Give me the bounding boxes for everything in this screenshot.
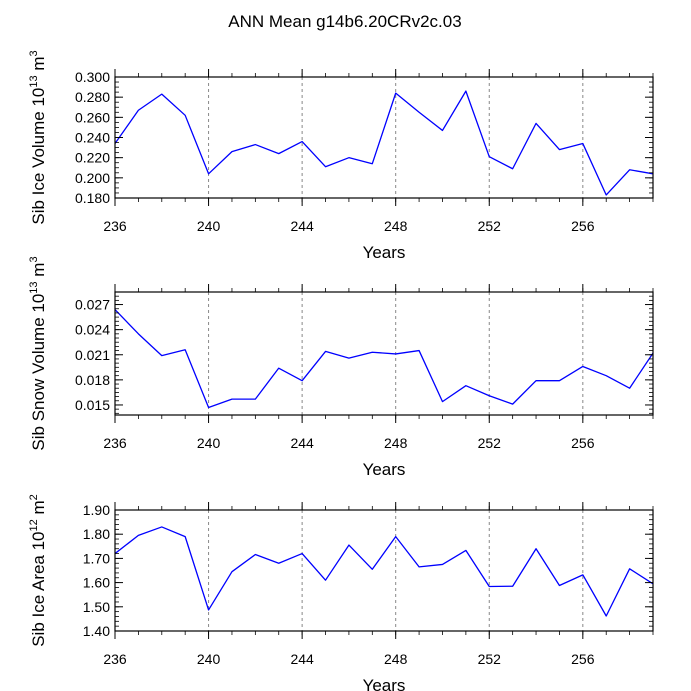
x-tick-label: 244	[290, 435, 314, 451]
panel-3: 1.40 1.50 1.60 1.70 1.80 1.90 236 240 244 248 252 2…	[28, 494, 654, 691]
plot-frame	[114, 291, 654, 416]
y-axis-label-unit: m	[29, 263, 48, 282]
x-tick-label: 240	[197, 218, 221, 234]
y-tick-label: 0.027	[75, 297, 110, 313]
y-axis-label-unit-exp: 3	[28, 50, 40, 56]
y-tick-label: 0.220	[75, 150, 110, 166]
x-axis-label: Years	[363, 460, 406, 479]
x-tick-label: 256	[571, 435, 595, 451]
y-axis-label-prefix: Sib Snow Volume 10	[29, 294, 48, 451]
x-tick-label: 240	[197, 651, 221, 667]
y-axis-label-unit: m	[29, 56, 48, 75]
x-tick-label: 248	[384, 218, 408, 234]
panel-1: 0.180 0.200 0.220 0.240 0.260 0.280 0.300 236 24…	[28, 50, 654, 262]
x-tick-label: 244	[290, 651, 314, 667]
chart-title: ANN Mean g14b6.20CRv2c.03	[228, 12, 461, 31]
series-line	[114, 309, 654, 409]
x-tick-label: 252	[478, 218, 502, 234]
x-tick-label: 248	[384, 435, 408, 451]
x-axis-label: Years	[363, 676, 406, 691]
x-tick-label: 240	[197, 435, 221, 451]
y-tick-label: 0.200	[75, 170, 110, 186]
x-tick-label: 236	[103, 218, 127, 234]
y-tick-label: 1.90	[83, 502, 110, 518]
y-axis-label-unit-exp: 2	[28, 494, 40, 500]
y-tick-label: 0.021	[75, 347, 110, 363]
y-axis-label-prefix: Sib Ice Area 10	[29, 531, 48, 646]
x-tick-label: 236	[103, 651, 127, 667]
y-tick-label: 0.015	[75, 397, 110, 413]
x-tick-label: 248	[384, 651, 408, 667]
y-axis-label-exp: 13	[28, 281, 40, 293]
y-tick-label: 0.018	[75, 372, 110, 388]
y-tick-label: 0.260	[75, 109, 110, 125]
x-tick-label: 252	[478, 435, 502, 451]
x-tick-label: 256	[571, 218, 595, 234]
y-axis-label: Sib Ice Area 1012 m2	[28, 494, 48, 647]
y-axis-label-unit: m	[29, 500, 48, 519]
y-axis-label-exp: 13	[28, 75, 40, 87]
y-tick-label: 0.024	[75, 322, 110, 338]
x-tick-label: 256	[571, 651, 595, 667]
y-tick-label: 1.40	[83, 623, 110, 639]
plot-frame	[114, 509, 654, 632]
panel-2: 0.015 0.018 0.021 0.024 0.027 236 240 244 248 252…	[28, 256, 654, 479]
y-tick-label: 1.70	[83, 550, 110, 566]
y-tick-label: 1.50	[83, 599, 110, 615]
y-tick-label: 1.60	[83, 575, 110, 591]
y-tick-label: 0.180	[75, 190, 110, 206]
x-tick-label: 252	[478, 651, 502, 667]
y-axis-label-unit-exp: 3	[28, 256, 40, 262]
y-axis-label: Sib Ice Volume 1013 m3	[28, 50, 48, 224]
y-axis-label-prefix: Sib Ice Volume 10	[29, 88, 48, 225]
series-line	[114, 526, 654, 617]
y-axis-label: Sib Snow Volume 1013 m3	[28, 256, 48, 450]
x-axis-label: Years	[363, 243, 406, 262]
plot-frame	[114, 76, 654, 199]
y-tick-label: 0.300	[75, 69, 110, 85]
y-tick-label: 1.80	[83, 526, 110, 542]
x-tick-label: 236	[103, 435, 127, 451]
y-axis-label-exp: 12	[28, 519, 40, 531]
y-tick-label: 0.280	[75, 89, 110, 105]
y-tick-label: 0.240	[75, 130, 110, 146]
series-line	[114, 90, 654, 196]
x-tick-label: 244	[290, 218, 314, 234]
